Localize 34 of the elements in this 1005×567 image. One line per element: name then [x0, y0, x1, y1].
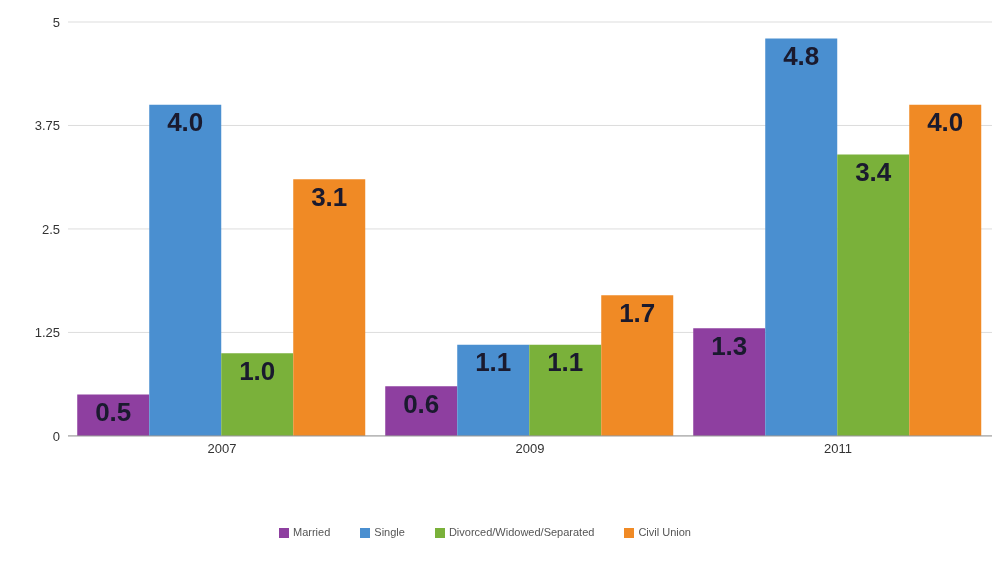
- y-tick-label: 2.5: [41, 221, 60, 237]
- bar: [909, 104, 982, 436]
- legend-label: Divorced/Widowed/Separated: [448, 525, 595, 538]
- y-tick-label: 1.25: [34, 325, 60, 341]
- bar: [149, 104, 222, 436]
- y-tick-label: 3.75: [34, 118, 60, 134]
- legend-label: Single: [374, 525, 405, 538]
- data-label: 4.0: [167, 107, 204, 138]
- data-label: 1.0: [239, 355, 276, 386]
- data-label: 0.6: [403, 388, 440, 419]
- data-label: 4.0: [927, 107, 964, 138]
- data-label: 3.4: [855, 156, 892, 187]
- bar: [529, 344, 602, 436]
- bar: [601, 295, 674, 436]
- bar: [837, 154, 910, 436]
- x-tick-label: 2009: [515, 441, 545, 457]
- y-tick-label: 0: [52, 428, 60, 444]
- legend-label: Married: [293, 525, 331, 538]
- data-label: 0.5: [95, 396, 132, 427]
- data-label: 1.3: [711, 330, 748, 361]
- x-tick-label: 2011: [824, 441, 852, 457]
- data-label: 4.8: [783, 41, 820, 72]
- legend-label: Civil Union: [638, 525, 691, 538]
- bar: [221, 353, 294, 436]
- bar: [765, 38, 838, 436]
- x-tick-label: 2007: [207, 441, 237, 457]
- bar: [693, 328, 766, 436]
- bar: [457, 344, 530, 436]
- y-tick-label: 5: [52, 14, 60, 30]
- data-label: 1.1: [475, 347, 512, 378]
- data-label: 1.7: [619, 297, 656, 328]
- data-label: 3.1: [311, 181, 348, 212]
- bar: [293, 179, 366, 436]
- data-label: 1.1: [547, 347, 584, 378]
